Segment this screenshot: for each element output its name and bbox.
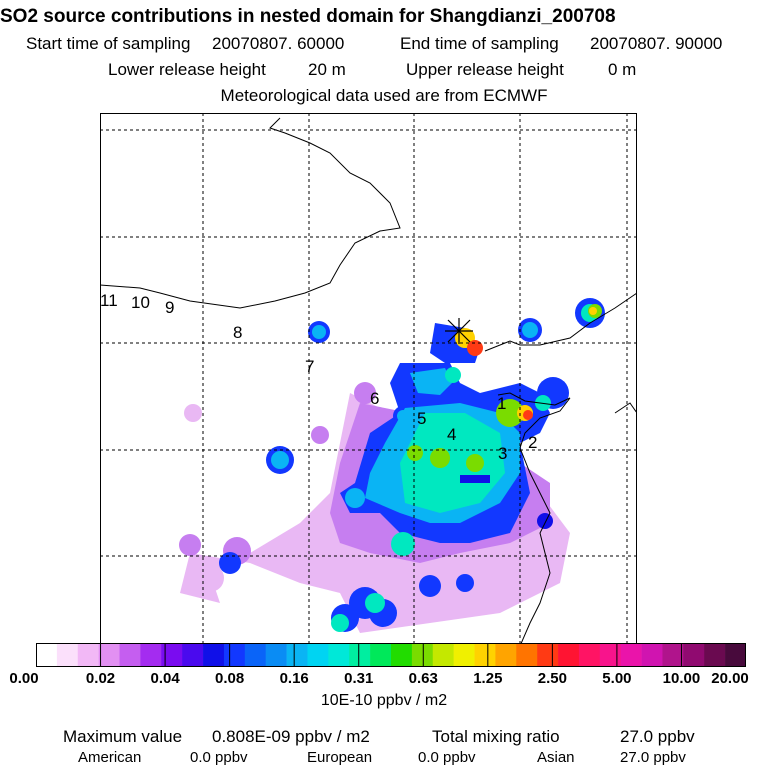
legend-swatch bbox=[56, 643, 79, 667]
legend-swatch bbox=[704, 643, 726, 667]
start-time-label: Start time of sampling bbox=[26, 34, 191, 53]
american-value: 0.0 ppbv bbox=[190, 749, 248, 766]
max-value: 0.808E-09 ppbv / m2 bbox=[212, 727, 370, 746]
start-time-value: 20070807. 60000 bbox=[212, 34, 345, 53]
legend-swatch bbox=[307, 643, 329, 667]
legend-swatch bbox=[265, 643, 287, 667]
receptor-asterisk-icon bbox=[445, 318, 473, 344]
traj-label-10: 10 bbox=[131, 293, 150, 312]
legend-swatch bbox=[537, 643, 559, 667]
lower-release-label: Lower release height bbox=[108, 60, 266, 79]
legend-swatch bbox=[370, 643, 392, 667]
traj-label-2: 2 bbox=[528, 433, 537, 452]
legend-tick-label: 2.50 bbox=[537, 670, 567, 687]
lower-release-value: 20 m bbox=[308, 60, 346, 79]
legend-tick-label: 0.63 bbox=[408, 670, 438, 687]
legend-units: 10E-10 ppbv / m2 bbox=[320, 692, 448, 709]
map-panel: 1 2 3 4 5 6 7 8 9 10 11 bbox=[100, 113, 637, 646]
legend-swatch bbox=[203, 643, 225, 667]
legend-swatch bbox=[223, 643, 246, 667]
american-label: American bbox=[78, 749, 142, 766]
end-time-value: 20070807. 90000 bbox=[590, 34, 723, 53]
legend-swatch bbox=[495, 643, 517, 667]
legend-tick-label: 1.25 bbox=[473, 670, 503, 687]
legend-swatch bbox=[474, 643, 496, 667]
graticule bbox=[100, 113, 637, 646]
max-value-label: Maximum value bbox=[63, 727, 183, 746]
legend-swatch bbox=[620, 643, 642, 667]
legend-swatch bbox=[432, 643, 454, 667]
legend-tick-label: 0.02 bbox=[85, 670, 116, 687]
legend-swatch bbox=[516, 643, 538, 667]
legend-swatch bbox=[98, 643, 120, 667]
traj-label-3: 3 bbox=[498, 444, 507, 463]
upper-release-label: Upper release height bbox=[406, 60, 564, 79]
total-mixing-label: Total mixing ratio bbox=[432, 727, 560, 746]
coastline bbox=[100, 117, 637, 646]
legend-swatch bbox=[662, 643, 684, 667]
legend-swatch bbox=[328, 643, 350, 667]
traj-label-11: 11 bbox=[100, 291, 118, 310]
european-label: European bbox=[307, 749, 373, 766]
legend-tick-label: 0.04 bbox=[150, 670, 180, 687]
trajectory-labels: 1 2 3 4 5 6 7 8 9 10 11 bbox=[100, 291, 537, 463]
legend-swatch bbox=[578, 643, 601, 667]
legend-swatch bbox=[558, 643, 580, 667]
end-time-label: End time of sampling bbox=[400, 34, 559, 53]
legend-swatch bbox=[77, 643, 99, 667]
traj-label-7: 7 bbox=[305, 357, 314, 376]
legend-swatch bbox=[286, 643, 308, 667]
met-data-source: Meteorological data used are from ECMWF bbox=[220, 86, 548, 105]
color-legend bbox=[36, 643, 746, 667]
legend-swatch bbox=[182, 643, 204, 667]
legend-swatch bbox=[36, 643, 58, 667]
legend-tick-label: 0.00 bbox=[9, 670, 39, 687]
legend-swatch bbox=[599, 643, 621, 667]
legend-tick-label: 10.00 bbox=[662, 670, 701, 687]
legend-tick-label: 0.16 bbox=[279, 670, 309, 687]
legend-swatch bbox=[140, 643, 162, 667]
total-mixing-value: 27.0 ppbv bbox=[620, 727, 695, 746]
legend-tick-label: 5.00 bbox=[602, 670, 632, 687]
legend-tick-label: 20.00 bbox=[711, 670, 749, 687]
legend-tick-label: 0.08 bbox=[215, 670, 245, 687]
upper-release-value: 0 m bbox=[608, 60, 637, 79]
legend-swatch bbox=[119, 643, 141, 667]
legend-swatch bbox=[683, 643, 705, 667]
european-value: 0.0 ppbv bbox=[418, 749, 476, 766]
traj-label-1: 1 bbox=[497, 394, 506, 413]
legend-swatch bbox=[161, 643, 183, 667]
legend-swatch bbox=[453, 643, 475, 667]
asian-label: Asian bbox=[537, 749, 575, 766]
plot-title: SO2 source contributions in nested domai… bbox=[0, 6, 616, 27]
traj-label-5: 5 bbox=[417, 409, 426, 428]
legend-swatch bbox=[349, 643, 371, 667]
traj-label-4: 4 bbox=[447, 425, 456, 444]
legend-swatch bbox=[725, 643, 746, 667]
legend-swatch bbox=[244, 643, 266, 667]
asian-value: 27.0 ppbv bbox=[620, 749, 686, 766]
legend-swatch bbox=[391, 643, 413, 667]
concentration-field bbox=[179, 298, 605, 633]
legend-tick-label: 0.31 bbox=[344, 670, 374, 687]
traj-label-6: 6 bbox=[370, 389, 379, 408]
legend-swatch bbox=[641, 643, 663, 667]
traj-label-8: 8 bbox=[233, 323, 242, 342]
traj-label-9: 9 bbox=[165, 298, 174, 317]
legend-swatch bbox=[411, 643, 434, 667]
